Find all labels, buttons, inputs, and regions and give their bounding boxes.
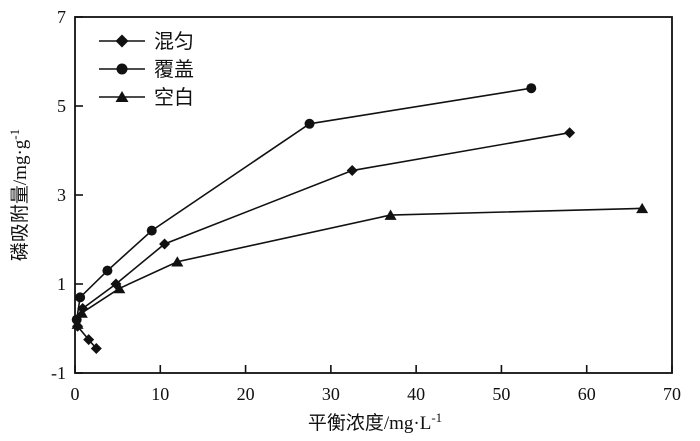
y-axis-ticks: -1 1 3 5 7: [51, 7, 83, 383]
series-covered: [71, 83, 537, 325]
x-tick-label: 0: [71, 384, 80, 404]
data-point-circle: [102, 265, 113, 276]
series-line: [76, 207, 643, 325]
y-tick-label: 3: [57, 185, 66, 205]
data-point-triangle: [636, 202, 649, 214]
data-point-diamond: [159, 238, 171, 250]
data-point-circle: [146, 225, 157, 236]
series-blank: [71, 202, 649, 329]
legend-triangle-marker-icon: [115, 91, 129, 102]
x-axis-ticks: 0 10 20 30 40 50 60 70: [71, 365, 681, 404]
data-point-circle: [75, 292, 86, 303]
x-tick-label: 70: [663, 384, 681, 404]
x-axis-title: 平衡浓度/mg·L-1: [308, 410, 442, 434]
data-point-diamond: [90, 343, 102, 355]
series-line: [76, 131, 570, 350]
data-point-diamond: [83, 334, 95, 346]
data-point-triangle: [171, 256, 184, 267]
legend-label-blank: 空白: [154, 86, 194, 109]
legend-diamond-marker-icon: [115, 34, 129, 48]
y-axis-title-superscript: -1: [7, 129, 22, 140]
legend-item-blank: 空白: [99, 86, 194, 109]
legend-circle-marker-icon: [116, 63, 128, 75]
x-tick-label: 10: [151, 384, 169, 404]
y-tick-label: 7: [57, 7, 66, 27]
legend: 混匀 覆盖 空白: [99, 30, 194, 109]
data-point-diamond: [564, 127, 576, 139]
x-tick-label: 40: [407, 384, 425, 404]
x-tick-label: 60: [578, 384, 596, 404]
legend-label-mixed: 混匀: [154, 30, 194, 53]
x-tick-label: 30: [322, 384, 340, 404]
data-point-triangle: [113, 282, 126, 294]
x-tick-label: 50: [492, 384, 510, 404]
data-point-circle: [304, 118, 315, 129]
x-axis-title-superscript: -1: [431, 410, 442, 425]
data-point-circle: [526, 83, 537, 94]
y-axis-title: 磷吸附量/mg·g-1: [7, 129, 31, 261]
series-line: [75, 87, 532, 320]
legend-label-covered: 覆盖: [154, 58, 194, 81]
y-tick-label: -1: [51, 363, 66, 383]
legend-item-covered: 覆盖: [99, 58, 194, 81]
legend-item-mixed: 混匀: [99, 30, 194, 53]
x-axis-title-text: 平衡浓度/mg·L: [308, 412, 432, 434]
data-point-diamond: [346, 165, 358, 177]
y-tick-label: 5: [57, 96, 66, 116]
y-tick-label: 1: [57, 274, 66, 294]
data-point-triangle: [384, 209, 397, 220]
series-mixed: [72, 127, 576, 355]
data-point-triangle: [75, 307, 88, 318]
x-tick-label: 20: [237, 384, 255, 404]
data-point-triangle: [71, 318, 84, 329]
y-axis-title-text: 磷吸附量/mg·g: [9, 139, 31, 261]
data-series-layer: [71, 83, 649, 355]
